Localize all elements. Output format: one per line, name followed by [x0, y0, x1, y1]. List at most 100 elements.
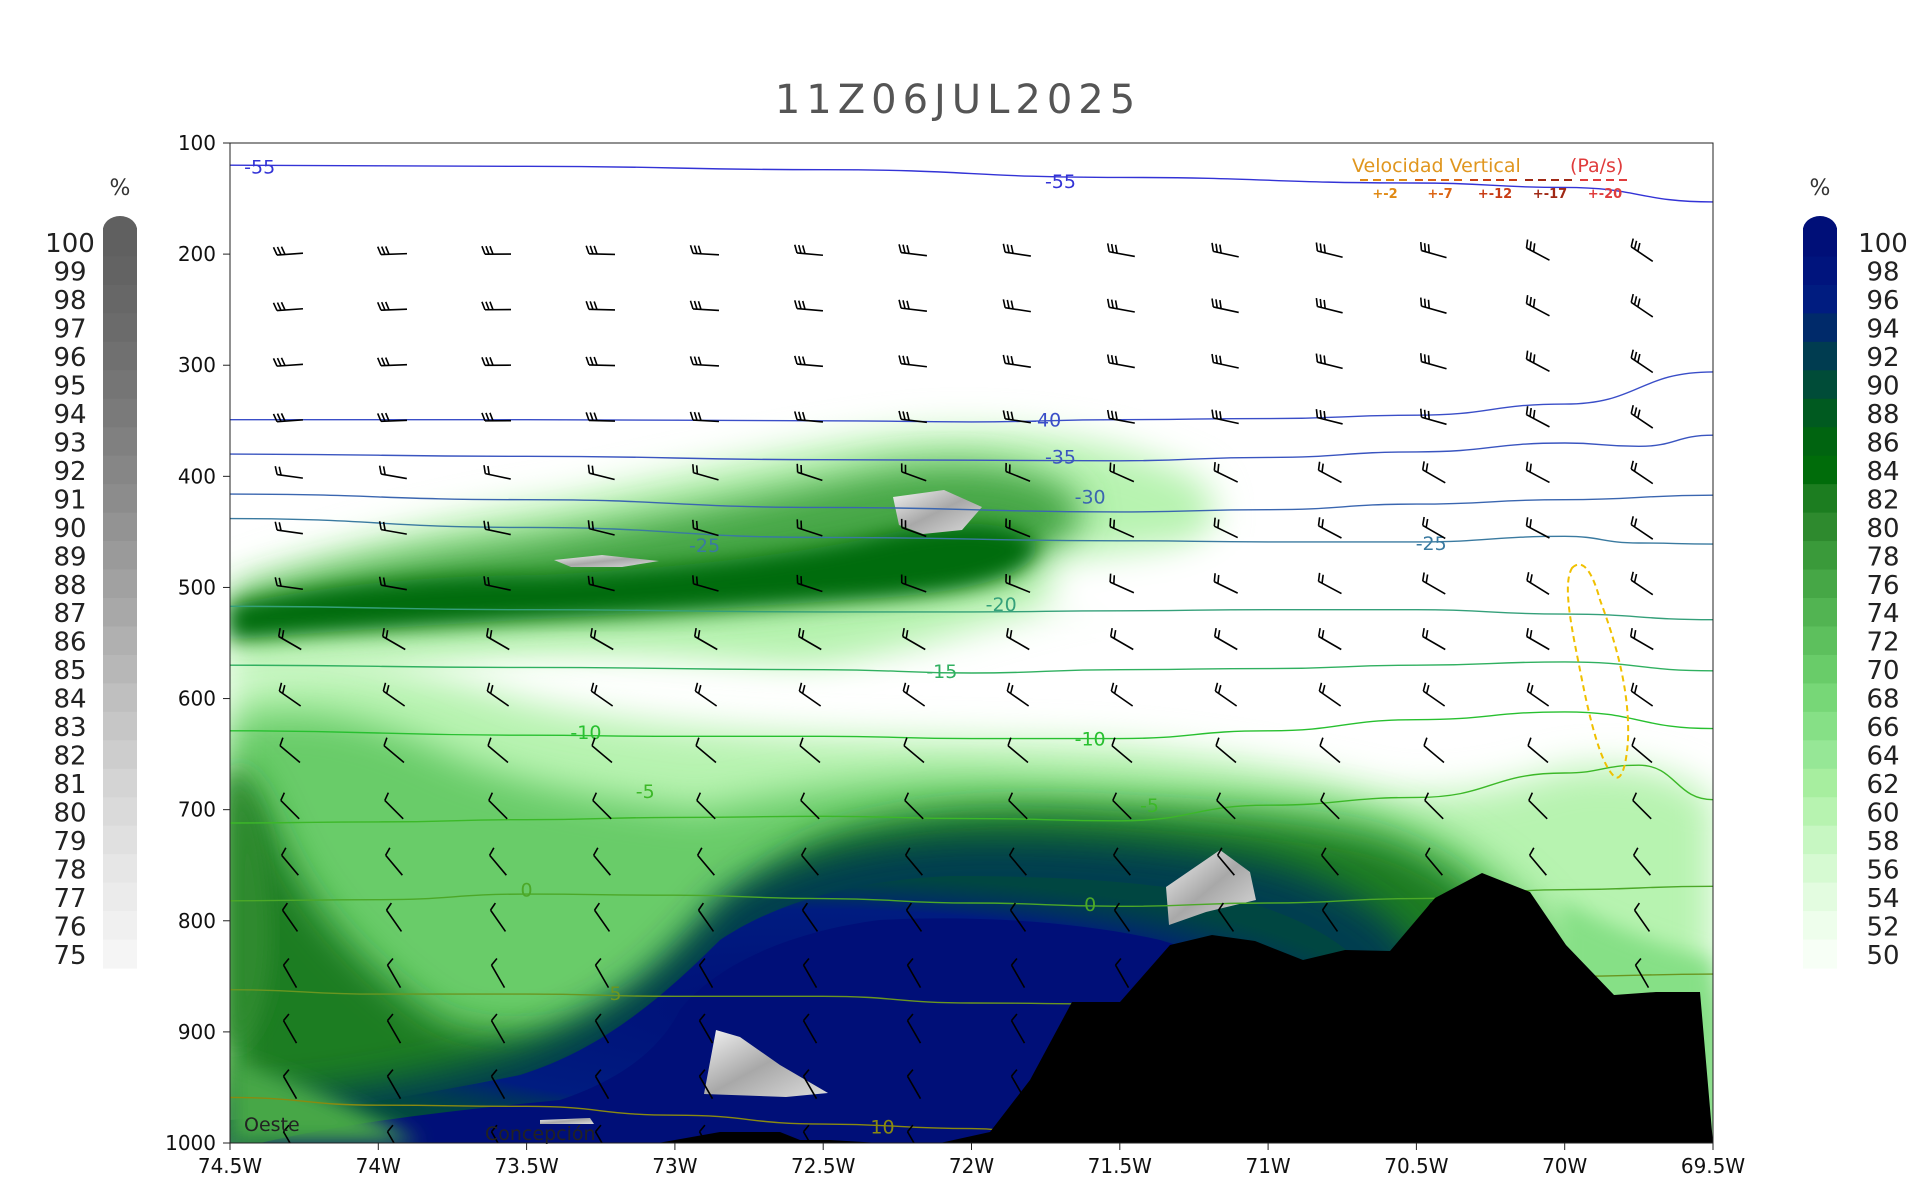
wind-barb — [1008, 792, 1028, 820]
colorbar-swatch — [103, 654, 137, 684]
wind-barb-shaft — [1010, 964, 1026, 988]
wind-barb-shaft — [276, 252, 304, 256]
wind-barb — [385, 902, 403, 932]
wind-barb — [592, 792, 612, 820]
colorbar-label: 93 — [53, 428, 86, 458]
wind-barb-flag — [1529, 352, 1532, 362]
wind-barb — [378, 576, 407, 591]
wind-barb-flag — [1319, 354, 1323, 364]
wind-barb-flag — [590, 682, 595, 692]
colorbar-label: 88 — [53, 571, 86, 601]
colorbar-swatch — [103, 882, 137, 912]
wind-barb — [1010, 1013, 1026, 1044]
wind-barb — [1002, 299, 1031, 313]
wind-barb — [1211, 242, 1239, 258]
wind-barb-flag — [381, 627, 385, 637]
wind-barb-shaft — [1109, 470, 1135, 483]
wind-barb-shaft — [1421, 360, 1447, 370]
wind-barb-flag — [1320, 792, 1326, 801]
wind-barb-flag — [384, 246, 390, 255]
wind-barb-shaft — [1215, 745, 1237, 764]
wind-barb-flag — [1009, 902, 1017, 911]
wind-barb — [906, 957, 922, 988]
wind-barb-flag — [904, 847, 911, 856]
wind-barb-flag — [378, 521, 382, 530]
wind-barb-flag — [1008, 575, 1011, 585]
temperature-contour — [230, 371, 1713, 423]
colorbar-label: 58 — [1866, 827, 1899, 857]
wind-barb-flag — [587, 520, 591, 529]
wind-barb-flag — [906, 1013, 914, 1022]
upper-moist-layer-core — [230, 523, 1040, 640]
wind-barb-flag — [1005, 627, 1009, 637]
wind-barb-flag — [802, 957, 810, 966]
wind-barb-flag — [274, 521, 278, 531]
wind-barb-shaft — [1114, 964, 1130, 988]
wind-barb-shaft — [901, 526, 927, 538]
wind-barb-shaft — [385, 909, 403, 932]
wind-barb-shaft — [381, 584, 407, 591]
wind-barb-shaft — [900, 418, 928, 424]
wind-barb-flag — [1211, 242, 1215, 252]
wind-barb-shaft — [386, 1020, 402, 1044]
x-tick-label: 72.5W — [791, 1154, 856, 1178]
wind-barb-flag — [800, 847, 807, 856]
wind-barb-flag — [800, 792, 806, 801]
wind-barb — [802, 1013, 818, 1044]
colorbar-swatch — [103, 768, 137, 798]
contour-label: -55 — [1045, 171, 1076, 193]
saturation-patch-1 — [893, 490, 982, 534]
wind-barb-flag — [802, 1069, 810, 1077]
wind-barb-flag — [489, 684, 494, 694]
wind-barb-flag — [1106, 298, 1111, 308]
wind-barb-flag — [490, 1013, 498, 1022]
colorbar-label: 56 — [1866, 855, 1899, 885]
colorbar-swatch — [103, 911, 137, 941]
wind-barb — [487, 737, 509, 764]
wind-barb-shaft — [1320, 799, 1340, 820]
wind-barb-flag — [1113, 902, 1121, 911]
wind-barb-flag — [594, 1124, 602, 1133]
wind-barb — [696, 792, 716, 820]
wind-barb — [1106, 243, 1135, 258]
wind-barb-shaft — [1009, 909, 1027, 932]
wind-barb-flag — [1010, 957, 1018, 966]
wind-barb-flag — [1633, 629, 1637, 639]
wind-barb-flag — [689, 300, 694, 310]
wind-barb-flag — [591, 576, 595, 586]
wind-barb — [906, 1124, 922, 1143]
wind-barb-shaft — [902, 690, 926, 707]
left-edge-dark-band — [230, 770, 272, 1050]
wind-barb-flag — [380, 246, 386, 255]
wind-barb — [1526, 682, 1550, 707]
wind-barb-flag — [1529, 241, 1532, 250]
temperature-contour-labels: -55 -55 -40 -35 -30 -25 -25 -20 -15 -10 -10 -5 -5 0 0 5… — [244, 156, 1447, 1138]
wind-barb-flag — [695, 465, 699, 474]
wind-barb-flag — [906, 356, 910, 365]
terrain — [658, 873, 1713, 1143]
wind-barb-shaft — [489, 909, 507, 932]
wind-barb-shaft — [383, 745, 405, 764]
wind-barb — [1525, 350, 1550, 373]
wind-barb-flag — [903, 737, 908, 747]
wind-barb-flag — [1421, 627, 1425, 637]
wind-barb — [796, 519, 823, 537]
wind-barb-flag — [1525, 294, 1529, 304]
wind-barb-flag — [1217, 463, 1220, 473]
legend-item-label: +-7 — [1427, 187, 1452, 202]
wind-barb-flag — [1109, 518, 1112, 527]
wind-barb-flag — [278, 466, 282, 476]
wind-barb — [1525, 461, 1550, 484]
wind-barb-shaft — [490, 1020, 506, 1044]
wind-barb — [1525, 627, 1550, 651]
wind-barb-flag — [1319, 737, 1324, 747]
wind-barb — [378, 465, 407, 480]
wind-barb-shaft — [1526, 690, 1550, 707]
saturation-patch-3 — [1166, 850, 1256, 925]
wind-barb-shaft — [796, 363, 824, 368]
wind-barb — [799, 737, 821, 764]
wind-barb-flag — [489, 245, 494, 255]
wind-barb-flag — [1633, 462, 1638, 472]
wind-barb-flag — [1111, 737, 1116, 747]
wind-barb-flag — [904, 792, 910, 801]
